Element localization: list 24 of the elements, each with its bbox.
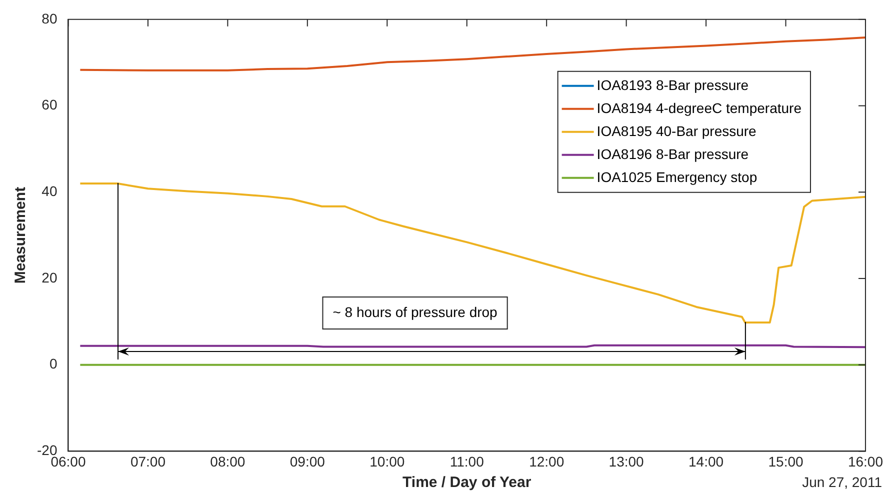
y-tick-label: 60 — [42, 96, 58, 113]
x-tick-label: 09:00 — [290, 453, 326, 470]
x-tick-label: 13:00 — [608, 453, 644, 470]
x-tick-label: 12:00 — [529, 453, 564, 470]
x-tick-label: 11:00 — [450, 453, 484, 470]
y-tick-label: 40 — [42, 182, 58, 199]
x-tick-label: 08:00 — [210, 453, 246, 470]
legend-label: IOA8196 8-Bar pressure — [596, 146, 749, 162]
x-tick-label: 07:00 — [130, 453, 166, 470]
legend-label: IOA8195 40-Bar pressure — [596, 122, 757, 139]
annotation: ~ 8 hours of pressure drop — [332, 304, 498, 320]
x-axis-title: Time / Day of Year — [402, 474, 532, 492]
x-tick-label: 15:00 — [768, 453, 804, 470]
y-tick-label: 20 — [42, 269, 58, 286]
legend-label: IOA1025 Emergency stop — [596, 168, 758, 185]
y-tick-label: 0 — [49, 356, 58, 372]
legend-label: IOA8194 4-degreeC temperature — [596, 100, 802, 116]
legend-label: IOA8193 8-Bar pressure — [596, 76, 749, 93]
x-tick-label: 16:00 — [848, 453, 884, 470]
x-tick-label: 14:00 — [688, 453, 724, 470]
x-tick-label: 10:00 — [370, 453, 405, 470]
y-tick-label: 80 — [42, 10, 58, 26]
text: Jun 27, 2011 — [802, 474, 882, 490]
y-axis-title: Measurement — [12, 186, 30, 284]
